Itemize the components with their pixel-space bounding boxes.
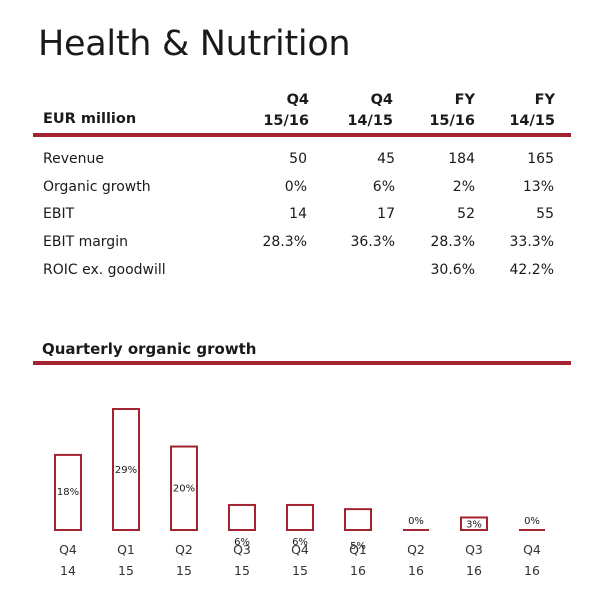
chart-title-rule xyxy=(33,361,571,365)
tick-label: Q1 xyxy=(117,542,135,557)
cell-value: 184 xyxy=(448,151,475,167)
column-header-line1: Q4 xyxy=(370,92,393,108)
tick-label: 15 xyxy=(118,563,134,578)
tick-label: 15 xyxy=(176,563,192,578)
data-label: 29% xyxy=(115,465,137,476)
tick-label: Q4 xyxy=(523,542,541,557)
tick-label: Q4 xyxy=(291,542,309,557)
tick-label: 14 xyxy=(60,563,76,578)
cell-value: 165 xyxy=(527,151,554,167)
row-label: Organic growth xyxy=(43,179,151,195)
data-label: 3% xyxy=(466,520,482,531)
row-label: Revenue xyxy=(43,151,104,167)
column-header: FY 14/15 xyxy=(475,90,555,132)
data-label: 0% xyxy=(524,516,540,527)
cell-value: 45 xyxy=(377,151,395,167)
bar xyxy=(344,508,372,532)
table-row: EBIT 14 17 52 55 xyxy=(33,206,571,228)
tick-label: Q2 xyxy=(175,542,193,557)
tick-label: 16 xyxy=(524,563,540,578)
column-header-line2: 14/15 xyxy=(347,113,393,129)
table-row: EBIT margin 28.3% 36.3% 28.3% 33.3% xyxy=(33,234,571,256)
column-header: FY 15/16 xyxy=(395,90,475,132)
cell-value: 14 xyxy=(289,206,307,222)
tick-label: 16 xyxy=(350,563,366,578)
column-header-line2: 15/16 xyxy=(263,113,309,129)
cell-value: 30.6% xyxy=(430,262,475,278)
bar xyxy=(170,445,198,531)
tick-label: 15 xyxy=(292,563,308,578)
column-header-line2: 14/15 xyxy=(509,113,555,129)
cell-value: 36.3% xyxy=(350,234,395,250)
table-row: ROIC ex. goodwill 30.6% 42.2% xyxy=(33,262,571,284)
bar xyxy=(286,503,314,531)
data-label: 6% xyxy=(234,537,250,548)
data-label: 20% xyxy=(173,484,195,495)
cell-value: 6% xyxy=(372,179,395,195)
cell-value: 33.3% xyxy=(509,234,554,250)
cell-value: 0% xyxy=(284,179,307,195)
column-header-line1: FY xyxy=(454,92,475,108)
table-header-rule xyxy=(33,133,571,137)
data-label: 0% xyxy=(408,516,424,527)
tick-label: Q2 xyxy=(407,542,425,557)
data-label: 6% xyxy=(292,537,308,548)
column-header: Q4 15/16 xyxy=(229,90,309,132)
row-label: EBIT xyxy=(43,206,75,222)
chart-title: Quarterly organic growth xyxy=(42,340,257,358)
cell-value: 52 xyxy=(457,206,475,222)
column-header-line2: 15/16 xyxy=(429,113,475,129)
row-label: ROIC ex. goodwill xyxy=(43,262,166,278)
cell-value: 55 xyxy=(536,206,554,222)
bar xyxy=(460,516,488,532)
table-row: Revenue 50 45 184 165 xyxy=(33,151,571,173)
cell-value: 28.3% xyxy=(430,234,475,250)
cell-value: 50 xyxy=(289,151,307,167)
tick-label: 16 xyxy=(408,563,424,578)
financial-table: EUR million Q4 15/16 Q4 14/15 FY 15/16 F… xyxy=(33,90,571,278)
table-header: EUR million Q4 15/16 Q4 14/15 FY 15/16 F… xyxy=(33,90,571,131)
tick-label: Q3 xyxy=(233,542,251,557)
column-header-line1: Q4 xyxy=(286,92,309,108)
column-header: Q4 14/15 xyxy=(313,90,393,132)
table-row: Organic growth 0% 6% 2% 13% xyxy=(33,179,571,201)
cell-value: 42.2% xyxy=(509,262,554,278)
cell-value: 28.3% xyxy=(262,234,307,250)
cell-value: 2% xyxy=(452,179,475,195)
tick-label: 15 xyxy=(234,563,250,578)
bar xyxy=(54,453,82,531)
tick-label: 16 xyxy=(466,563,482,578)
cell-value: 13% xyxy=(522,179,554,195)
tick-label: Q1 xyxy=(349,542,367,557)
bar xyxy=(228,503,256,531)
data-label: 5% xyxy=(350,541,366,552)
unit-label: EUR million xyxy=(43,111,137,127)
row-label: EBIT margin xyxy=(43,234,128,250)
data-label: 18% xyxy=(57,487,79,498)
tick-label: Q4 xyxy=(59,542,77,557)
cell-value: 17 xyxy=(377,206,395,222)
tick-label: Q3 xyxy=(465,542,483,557)
bar xyxy=(112,408,140,531)
page-title: Health & Nutrition xyxy=(38,24,351,64)
column-header-line1: FY xyxy=(534,92,555,108)
